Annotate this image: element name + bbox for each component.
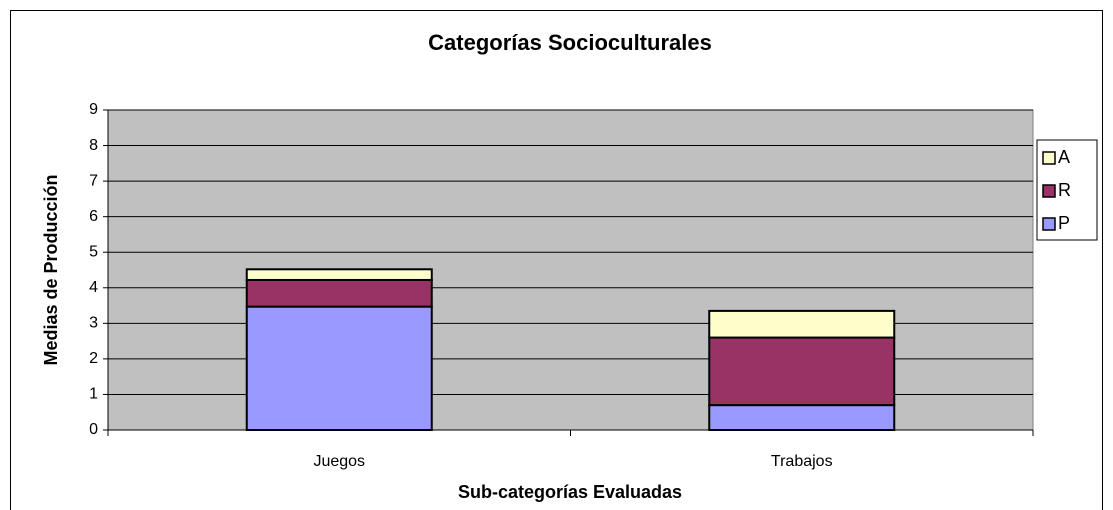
bar-segment — [708, 336, 896, 407]
y-tick-label: 2 — [89, 350, 98, 367]
bar-segment — [245, 268, 433, 281]
bar-segment — [245, 305, 433, 431]
bar-segment — [708, 404, 896, 432]
legend-label: R — [1058, 180, 1071, 200]
y-tick-label: 1 — [89, 386, 98, 403]
y-tick-label: 5 — [89, 243, 98, 260]
y-tick-label: 7 — [89, 172, 98, 189]
x-tick-label: Trabajos — [771, 453, 833, 470]
legend-swatch — [1042, 151, 1056, 165]
y-axis-label: Medias de Producción — [41, 174, 61, 365]
y-tick-label: 3 — [89, 315, 98, 332]
chart-title: Categorías Socioculturales — [428, 30, 712, 55]
legend-swatch — [1042, 217, 1056, 231]
legend-label: A — [1058, 147, 1070, 167]
legend-swatch — [1042, 184, 1056, 198]
y-tick-label: 8 — [89, 137, 98, 154]
legend-label: P — [1058, 213, 1070, 233]
x-tick-label: Juegos — [313, 453, 365, 470]
y-tick-label: 0 — [89, 421, 98, 438]
y-tick-label: 4 — [89, 279, 98, 296]
x-axis-label: Sub-categorías Evaluadas — [458, 482, 682, 502]
y-tick-label: 9 — [89, 101, 98, 118]
y-tick-label: 6 — [89, 208, 98, 225]
bar-segment — [708, 309, 896, 339]
bar-segment — [245, 278, 433, 308]
